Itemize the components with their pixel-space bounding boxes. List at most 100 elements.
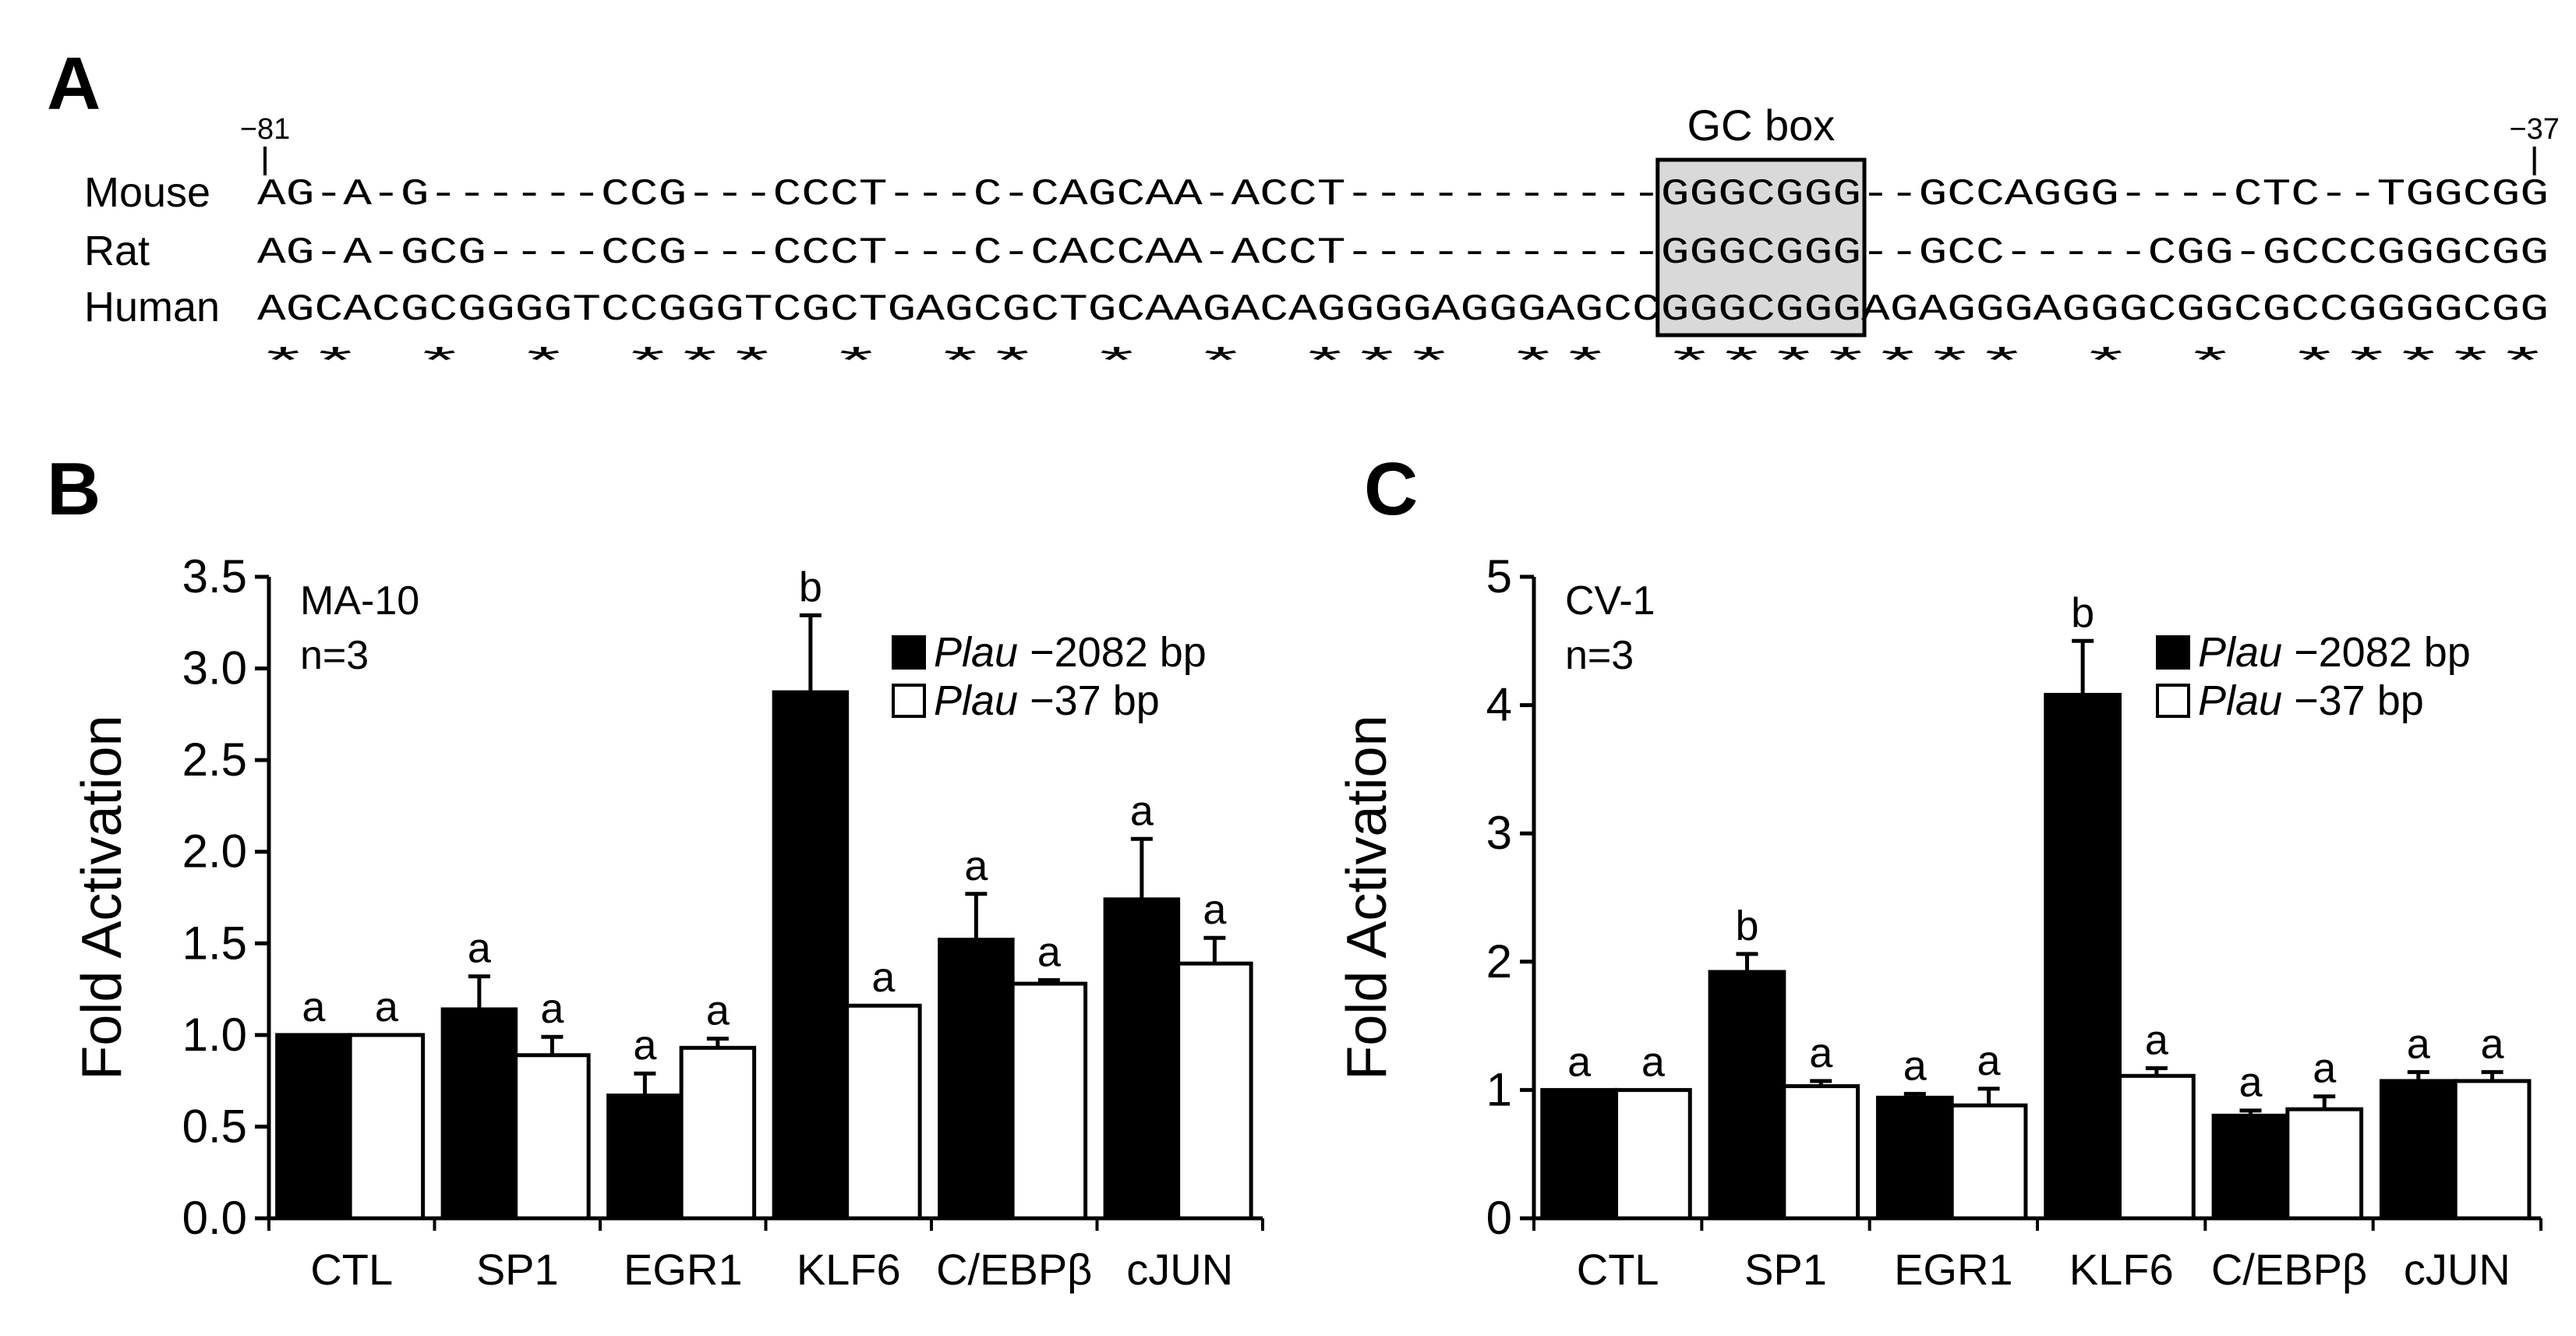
chart-b: MA-10 n=3 Fold Activation Plau −2082 bp … — [71, 550, 1264, 1294]
chart-c-significance-label: a — [1903, 1042, 1928, 1089]
chart-b-legend-swatch-2082 — [892, 635, 926, 670]
chart-b-category-label: SP1 — [476, 1245, 559, 1294]
chart-b-y-tick-label: 0.0 — [182, 1192, 247, 1244]
chart-b-bar — [772, 690, 850, 1221]
chart-b-legend: Plau −2082 bp Plau −37 bp — [892, 629, 1207, 724]
panel-label-a: A — [47, 42, 101, 125]
chart-c-bar — [2379, 1079, 2458, 1221]
chart-c-bar — [2118, 1073, 2196, 1221]
chart-c-bar — [1540, 1087, 1619, 1221]
chart-b-legend-label-2082: Plau −2082 bp — [934, 629, 1207, 676]
chart-c-y-tick-label: 1 — [1486, 1063, 1512, 1115]
chart-c-significance-label: a — [2407, 1020, 2431, 1067]
chart-b-significance-label: b — [799, 564, 822, 610]
chart-c-significance-label: b — [1735, 903, 1758, 949]
position-start-label: −81 — [240, 113, 290, 146]
chart-c-bar — [1875, 1095, 1954, 1221]
sequence-rat: AG-A-GCG----CCG---CCCT---C-CACCAA-ACCT--… — [257, 232, 2549, 274]
chart-b-significance-label: a — [1130, 787, 1154, 834]
chart-c-category-label: EGR1 — [1894, 1245, 2013, 1294]
chart-c-annotation-line1: CV-1 — [1565, 578, 1655, 624]
chart-c-significance-label: a — [1567, 1038, 1592, 1085]
chart-c-bar — [1782, 1083, 1860, 1221]
panel-label-c: C — [1364, 447, 1418, 531]
chart-c-category-label: cJUN — [2404, 1245, 2511, 1294]
chart-b-bar — [938, 938, 1015, 1221]
chart-b-category-label: CTL — [310, 1245, 393, 1294]
chart-c-y-tick-label: 3 — [1486, 807, 1512, 859]
chart-c-significance-label: a — [2481, 1020, 2505, 1067]
chart-b-significance-label: a — [540, 985, 564, 1032]
chart-b-significance-label: a — [302, 984, 326, 1030]
position-end-label: −37 — [2509, 113, 2559, 146]
species-label-rat: Rat — [84, 228, 150, 274]
chart-b-y-tick-label: 0.5 — [182, 1100, 247, 1152]
chart-c-bar — [2453, 1079, 2532, 1221]
chart-c-legend-swatch-2082 — [2156, 635, 2190, 670]
chart-c-bar — [1708, 970, 1786, 1221]
chart-b-y-tick-label: 2.0 — [182, 825, 247, 878]
chart-c-significance-label: a — [2145, 1016, 2169, 1063]
chart-c-bar — [2211, 1113, 2290, 1221]
chart-b-significance-label: a — [1037, 928, 1062, 975]
panel-label-b: B — [47, 447, 101, 531]
chart-c-legend: Plau −2082 bp Plau −37 bp — [2156, 629, 2471, 724]
chart-c-bar — [1949, 1103, 2028, 1221]
chart-b-y-tick-label: 1.0 — [182, 1009, 247, 1061]
conservation-stars: ** * * *** * ** * * *** ** ******* * * *… — [257, 344, 2549, 386]
species-label-mouse: Mouse — [84, 169, 210, 216]
species-label-human: Human — [84, 284, 220, 330]
chart-b-y-axis-label: Fold Activation — [71, 715, 133, 1080]
chart-c-y-tick-label: 5 — [1486, 550, 1512, 603]
chart-b-significance-label: a — [871, 954, 896, 1001]
chart-b-y-tick-label: 3.0 — [182, 642, 247, 695]
chart-c-significance-label: a — [1641, 1038, 1666, 1085]
chart-b-bar — [1010, 981, 1088, 1221]
chart-b-bar — [348, 1033, 426, 1221]
chart-b-bar — [845, 1003, 922, 1221]
chart-b-significance-label: a — [375, 984, 399, 1030]
chart-b-y-tick-label: 3.5 — [182, 550, 247, 603]
chart-c-significance-label: b — [2071, 589, 2094, 636]
chart-c-category-label: C/EBPβ — [2211, 1245, 2367, 1294]
chart-b-significance-label: a — [468, 925, 492, 972]
chart-b-legend-label-37: Plau −37 bp — [934, 677, 1160, 724]
chart-c-y-tick-label: 4 — [1486, 679, 1512, 731]
chart-c-significance-label: a — [2313, 1045, 2337, 1092]
chart-c-bar — [2285, 1107, 2364, 1221]
chart-c-legend-label-37: Plau −37 bp — [2198, 677, 2424, 724]
chart-b-y-tick-label: 1.5 — [182, 917, 247, 969]
chart-c-annotation-line2: n=3 — [1565, 633, 1634, 678]
gc-box-label: GC box — [1687, 101, 1835, 150]
chart-c-y-tick-label: 2 — [1486, 935, 1512, 988]
chart-c-category-label: SP1 — [1744, 1245, 1827, 1294]
chart-b-legend-swatch-37 — [892, 684, 926, 718]
chart-b-bar — [1103, 897, 1181, 1221]
chart-c-significance-label: a — [1977, 1037, 2002, 1084]
chart-b-category-label: cJUN — [1126, 1245, 1233, 1294]
chart-b-bar — [514, 1053, 591, 1221]
chart-b-significance-label: a — [633, 1022, 657, 1069]
chart-b-bar — [440, 1007, 518, 1221]
chart-b-significance-label: a — [1203, 886, 1227, 933]
chart-c: CV-1 n=3 Fold Activation Plau −2082 bp P… — [1336, 550, 2542, 1294]
chart-b-significance-label: a — [706, 988, 730, 1034]
chart-c-bar — [1614, 1087, 1692, 1221]
sequence-mouse: AG-A-G------CCG---CCCT---C-CAGCAA-ACCT--… — [257, 174, 2549, 216]
chart-c-legend-label-2082: Plau −2082 bp — [2198, 629, 2471, 676]
chart-b-y-tick-label: 2.5 — [182, 733, 247, 786]
chart-c-significance-label: a — [2239, 1059, 2263, 1106]
chart-c-y-axis-label: Fold Activation — [1336, 715, 1398, 1080]
chart-c-y-tick-label: 0 — [1486, 1192, 1512, 1244]
chart-c-category-label: KLF6 — [2069, 1245, 2174, 1294]
chart-b-bar — [606, 1093, 684, 1221]
chart-c-legend-swatch-37 — [2156, 684, 2190, 718]
chart-b-significance-label: a — [964, 843, 988, 889]
chart-b-category-label: EGR1 — [624, 1245, 743, 1294]
sequence-human: AGCACGCGGGGTCCGGGTCGCTGAGCGCTGCAAGACAGGG… — [257, 289, 2549, 331]
chart-b-annotation-line1: MA-10 — [300, 578, 419, 624]
sequence-alignment: GC box −81 −37 Mouse Rat Human AG-A-G---… — [84, 101, 2560, 386]
chart-b-bar — [1176, 961, 1253, 1221]
chart-c-significance-label: a — [1809, 1030, 1833, 1076]
gc-box-highlight — [1655, 157, 1867, 338]
